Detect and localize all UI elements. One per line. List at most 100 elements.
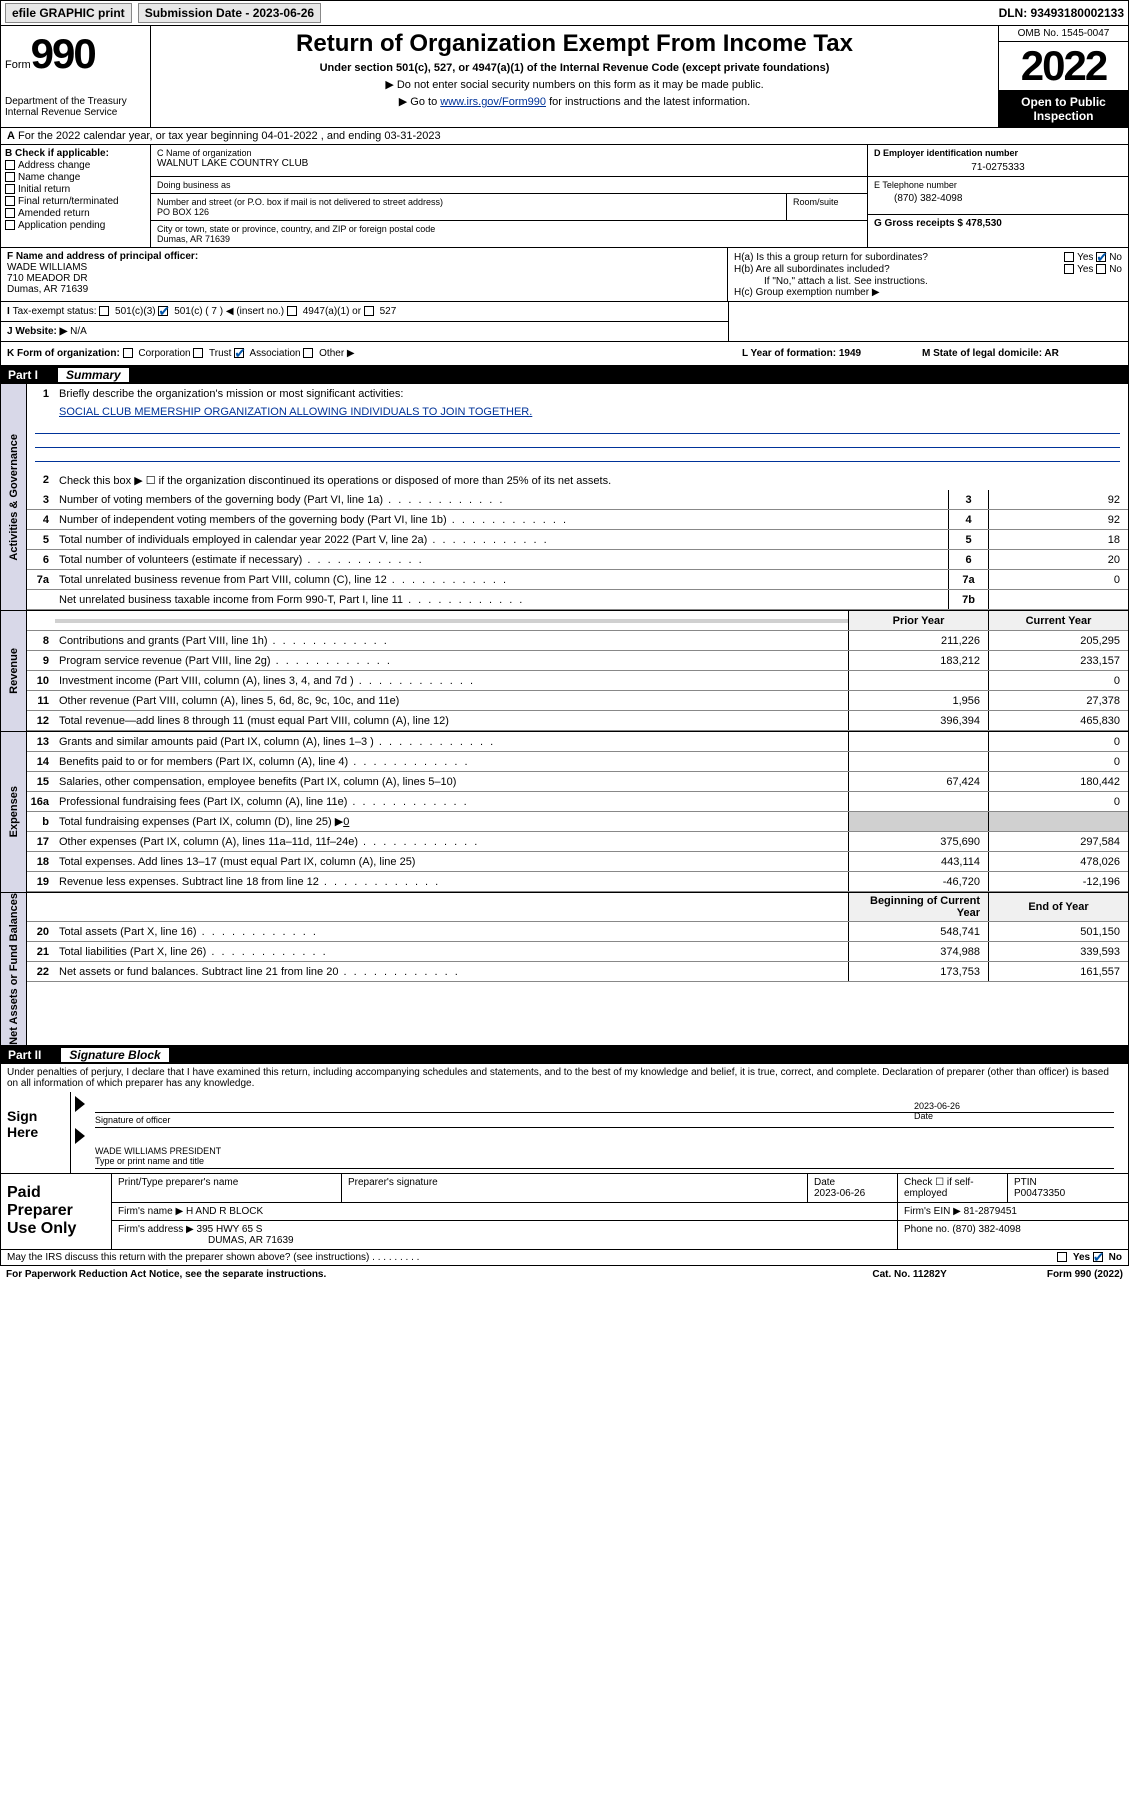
- chk-app-pending[interactable]: [5, 220, 15, 230]
- line-18-label: Total expenses. Add lines 13–17 (must eq…: [55, 854, 848, 870]
- chk-527[interactable]: [364, 306, 374, 316]
- box-i: I Tax-exempt status: 501(c)(3) 501(c) ( …: [1, 302, 728, 322]
- prep-sig-label: Preparer's signature: [342, 1174, 808, 1202]
- side-tab-revenue: Revenue: [1, 611, 27, 731]
- street-address: Number and street (or P.O. box if mail i…: [151, 194, 787, 220]
- box-b: B Check if applicable: Address change Na…: [1, 145, 151, 247]
- line-6-value: 20: [988, 550, 1128, 569]
- line-15-curr: 180,442: [988, 772, 1128, 791]
- firm-name: Firm's name ▶ H AND R BLOCK: [112, 1203, 898, 1220]
- box-b-label: B Check if applicable:: [5, 148, 146, 159]
- org-name: WALNUT LAKE COUNTRY CLUB: [157, 158, 861, 169]
- chk-4947[interactable]: [287, 306, 297, 316]
- line-8-prior: 211,226: [848, 631, 988, 650]
- line-16b-prior: [848, 812, 988, 831]
- chk-other[interactable]: [303, 348, 313, 358]
- line-9-label: Program service revenue (Part VIII, line…: [55, 653, 848, 669]
- side-tab-net: Net Assets or Fund Balances: [1, 893, 27, 1045]
- line-3-label: Number of voting members of the governin…: [55, 492, 948, 508]
- line-7a-label: Total unrelated business revenue from Pa…: [55, 572, 948, 588]
- chk-trust[interactable]: [193, 348, 203, 358]
- line-10-prior: [848, 671, 988, 690]
- line-4-value: 92: [988, 510, 1128, 529]
- form-header: Form 990 Department of the Treasury Inte…: [0, 26, 1129, 128]
- paperwork-notice: For Paperwork Reduction Act Notice, see …: [6, 1269, 872, 1280]
- line-16b-label: Total fundraising expenses (Part IX, col…: [55, 813, 848, 830]
- chk-discuss-yes[interactable]: [1057, 1252, 1067, 1262]
- ein-value: 71-0275333: [874, 162, 1122, 173]
- part-2-header: Part II Signature Block: [0, 1046, 1129, 1064]
- chk-final-return[interactable]: [5, 196, 15, 206]
- sign-here-label: Sign Here: [1, 1092, 71, 1173]
- section-b-to-g: B Check if applicable: Address change Na…: [0, 145, 1129, 248]
- chk-501c[interactable]: [158, 306, 168, 316]
- line-19-label: Revenue less expenses. Subtract line 18 …: [55, 874, 848, 890]
- submission-date: Submission Date - 2023-06-26: [138, 3, 321, 23]
- hdr-current: Current Year: [988, 611, 1128, 630]
- line-17-label: Other expenses (Part IX, column (A), lin…: [55, 834, 848, 850]
- chk-discuss-no[interactable]: [1093, 1252, 1103, 1262]
- line-21-label: Total liabilities (Part X, line 26): [55, 944, 848, 960]
- line-12-label: Total revenue—add lines 8 through 11 (mu…: [55, 713, 848, 729]
- firm-ein: Firm's EIN ▶ 81-2879451: [898, 1203, 1128, 1220]
- hdr-beginning: Beginning of Current Year: [848, 893, 988, 921]
- line-7b-value: [988, 590, 1128, 609]
- chk-501c3[interactable]: [99, 306, 109, 316]
- line-22-curr: 161,557: [988, 962, 1128, 981]
- chk-assoc[interactable]: [234, 348, 244, 358]
- firm-address: Firm's address ▶ 395 HWY 65 SDUMAS, AR 7…: [112, 1221, 898, 1249]
- chk-hb-no[interactable]: [1096, 264, 1106, 274]
- expenses-section: Expenses 13Grants and similar amounts pa…: [0, 732, 1129, 893]
- discuss-row: May the IRS discuss this return with the…: [0, 1250, 1129, 1266]
- line-16a-prior: [848, 792, 988, 811]
- arrow-icon: [75, 1096, 85, 1112]
- line-18-prior: 443,114: [848, 852, 988, 871]
- instructions-link[interactable]: www.irs.gov/Form990: [440, 96, 546, 108]
- chk-ha-no[interactable]: [1096, 252, 1106, 262]
- box-h-continued: [728, 302, 1128, 341]
- chk-name-change[interactable]: [5, 172, 15, 182]
- box-e-g: E Telephone number (870) 382-4098 G Gros…: [868, 177, 1128, 247]
- line-13-label: Grants and similar amounts paid (Part IX…: [55, 734, 848, 750]
- header-center: Return of Organization Exempt From Incom…: [151, 26, 998, 127]
- gross-receipts: G Gross receipts $ 478,530: [868, 214, 1128, 229]
- line-21-curr: 339,593: [988, 942, 1128, 961]
- chk-initial-return[interactable]: [5, 184, 15, 194]
- form-number: 990: [31, 30, 95, 78]
- line-20-curr: 501,150: [988, 922, 1128, 941]
- line-14-label: Benefits paid to or for members (Part IX…: [55, 754, 848, 770]
- section-k-l-m: K Form of organization: Corporation Trus…: [0, 342, 1129, 366]
- efile-print-button[interactable]: efile GRAPHIC print: [5, 3, 132, 23]
- line-11-curr: 27,378: [988, 691, 1128, 710]
- line-7b-label: Net unrelated business taxable income fr…: [55, 592, 948, 608]
- top-bar: efile GRAPHIC print Submission Date - 20…: [0, 0, 1129, 26]
- form-footer: Form 990 (2022): [1047, 1269, 1123, 1280]
- activities-governance: Activities & Governance 1Briefly describ…: [0, 384, 1129, 611]
- line-10-curr: 0: [988, 671, 1128, 690]
- header-right: OMB No. 1545-0047 2022 Open to Public In…: [998, 26, 1128, 127]
- chk-hb-yes[interactable]: [1064, 264, 1074, 274]
- city-state-zip: City or town, state or province, country…: [151, 221, 867, 247]
- sig-date-value: 2023-06-26: [914, 1101, 1114, 1111]
- line-14-curr: 0: [988, 752, 1128, 771]
- sig-officer-label: Signature of officer: [95, 1115, 914, 1125]
- line-12-prior: 396,394: [848, 711, 988, 730]
- box-j: J Website: ▶ N/A: [1, 322, 728, 341]
- chk-address-change[interactable]: [5, 160, 15, 170]
- line-19-curr: -12,196: [988, 872, 1128, 891]
- line-4-label: Number of independent voting members of …: [55, 512, 948, 528]
- chk-corp[interactable]: [123, 348, 133, 358]
- mission-text[interactable]: SOCIAL CLUB MEMERSHIP ORGANIZATION ALLOW…: [59, 406, 532, 418]
- line-22-prior: 173,753: [848, 962, 988, 981]
- chk-amended[interactable]: [5, 208, 15, 218]
- subtitle-3: ▶ Go to www.irs.gov/Form990 for instruct…: [157, 95, 992, 108]
- chk-ha-yes[interactable]: [1064, 252, 1074, 262]
- side-tab-expenses: Expenses: [1, 732, 27, 892]
- line-10-label: Investment income (Part VIII, column (A)…: [55, 673, 848, 689]
- line-11-prior: 1,956: [848, 691, 988, 710]
- line-21-prior: 374,988: [848, 942, 988, 961]
- line-15-prior: 67,424: [848, 772, 988, 791]
- hdr-prior: Prior Year: [848, 611, 988, 630]
- line-17-curr: 297,584: [988, 832, 1128, 851]
- prep-name-label: Print/Type preparer's name: [112, 1174, 342, 1202]
